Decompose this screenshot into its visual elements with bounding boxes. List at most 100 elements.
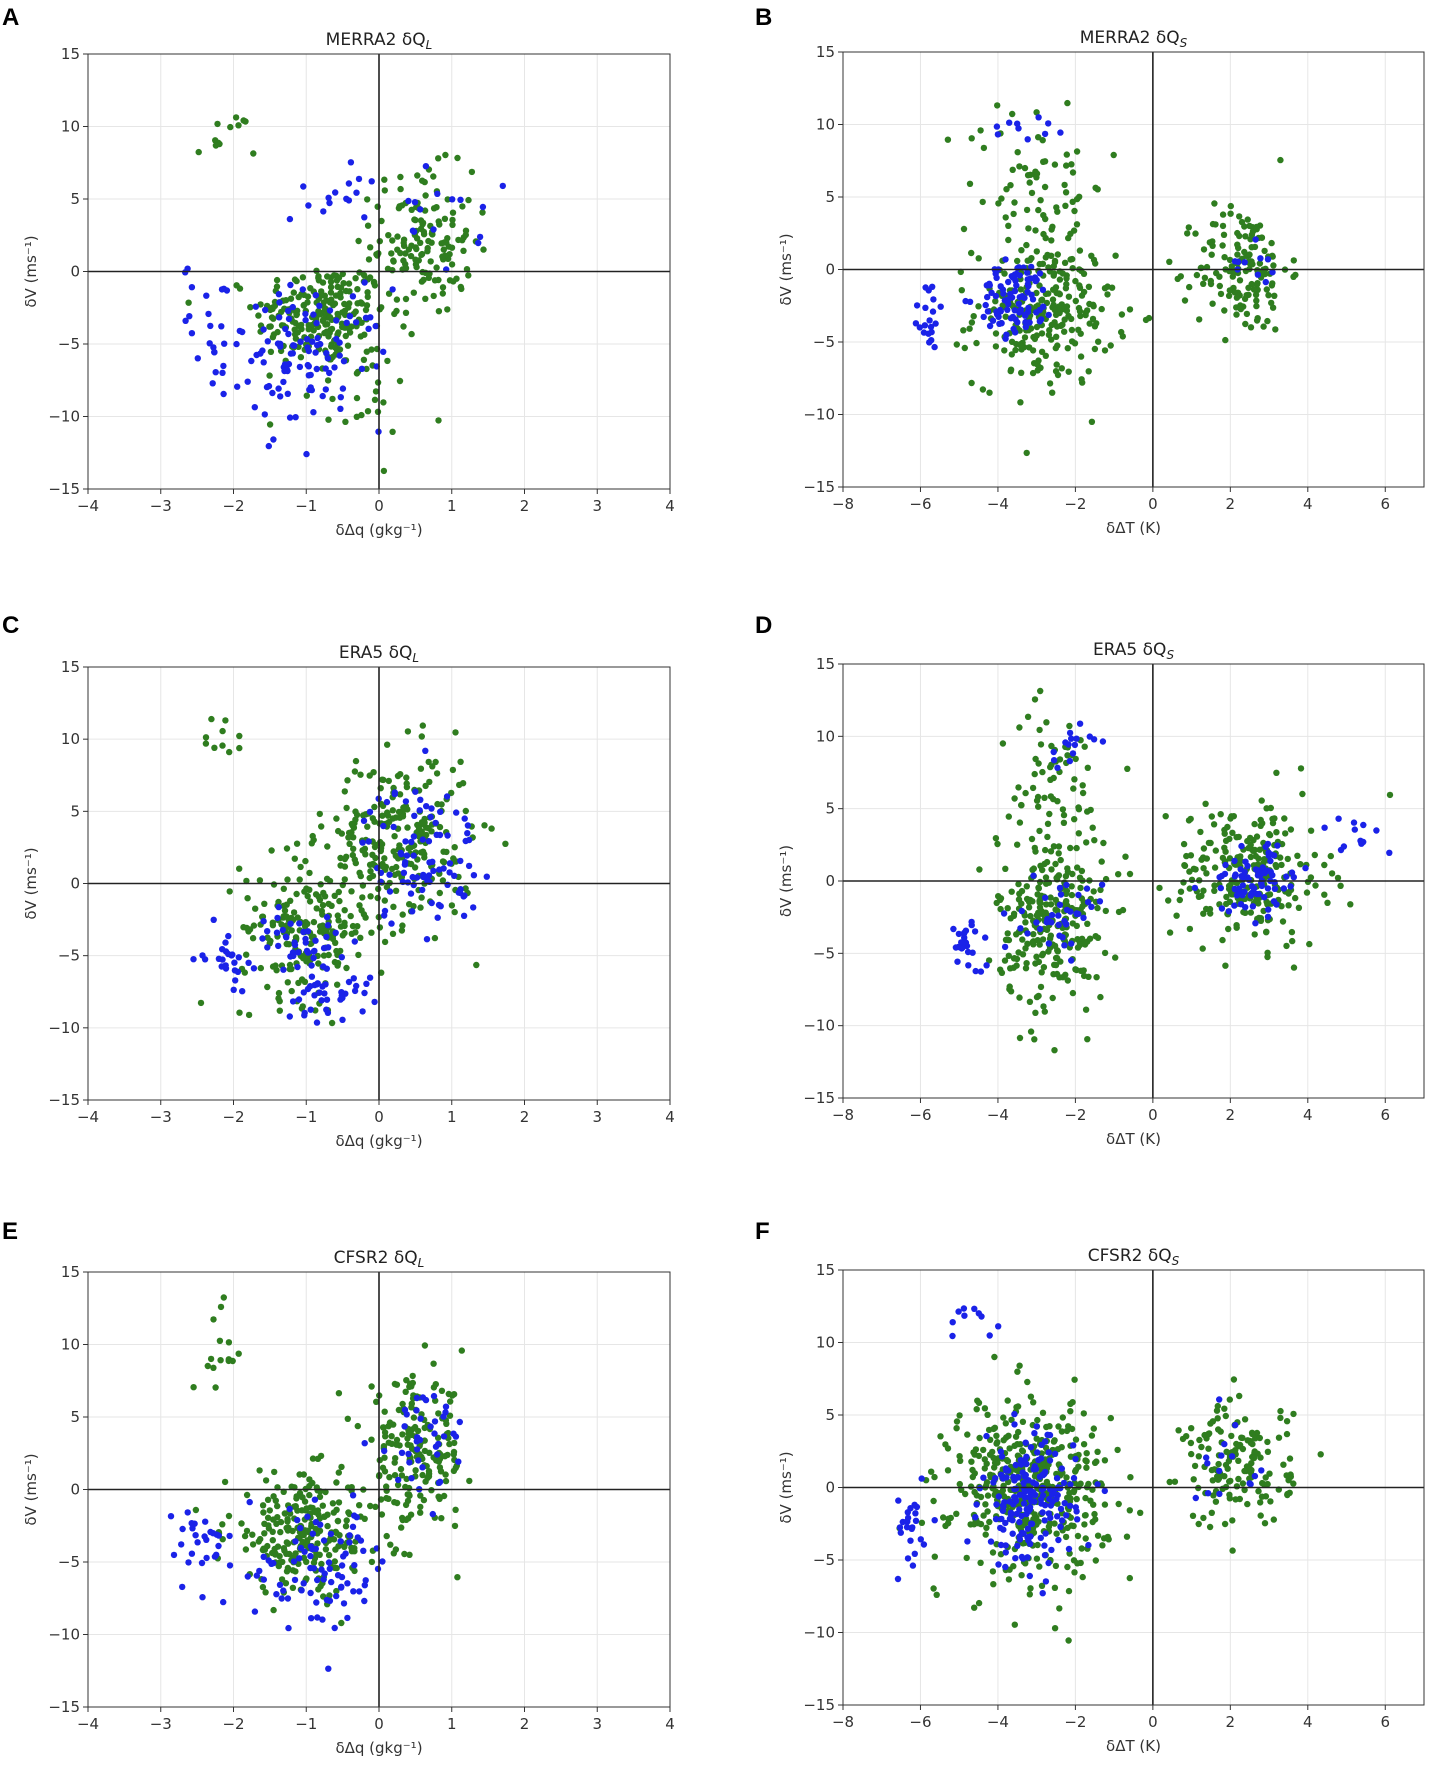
data-point-blue bbox=[1271, 885, 1279, 892]
data-point-green bbox=[289, 1584, 297, 1592]
data-point-green bbox=[1082, 1535, 1089, 1542]
data-point-green bbox=[393, 296, 401, 303]
data-point-green bbox=[1044, 820, 1052, 827]
data-point-green bbox=[473, 961, 480, 969]
data-point-green bbox=[1225, 292, 1233, 299]
data-point-blue bbox=[1004, 306, 1011, 313]
data-point-green bbox=[1284, 1491, 1291, 1499]
x-tick-label: 0 bbox=[374, 497, 384, 515]
data-point-blue bbox=[278, 1595, 285, 1602]
data-point-green bbox=[1205, 1445, 1212, 1452]
data-point-green bbox=[257, 301, 264, 308]
y-tick-label: 15 bbox=[816, 655, 835, 673]
data-point-green bbox=[393, 1436, 401, 1444]
data-point-green bbox=[1208, 1509, 1216, 1517]
data-point-green bbox=[1271, 292, 1278, 299]
data-point-green bbox=[1289, 937, 1296, 945]
data-point-green bbox=[343, 964, 350, 972]
data-point-green bbox=[1085, 368, 1092, 375]
data-point-green bbox=[324, 377, 332, 384]
data-point-blue bbox=[986, 322, 994, 330]
data-point-green bbox=[354, 300, 361, 307]
data-point-green bbox=[985, 957, 993, 964]
data-point-green bbox=[1100, 839, 1107, 847]
data-point-blue bbox=[319, 1616, 326, 1623]
data-point-blue bbox=[179, 1525, 186, 1533]
data-point-green bbox=[1003, 1456, 1011, 1464]
data-point-green bbox=[270, 881, 278, 888]
data-point-blue bbox=[1006, 119, 1013, 126]
data-point-blue bbox=[407, 890, 415, 897]
data-point-green bbox=[1118, 311, 1126, 318]
data-point-green bbox=[318, 907, 325, 915]
data-point-green bbox=[381, 855, 388, 862]
data-point-green bbox=[1039, 768, 1046, 776]
data-point-green bbox=[430, 1360, 437, 1367]
data-point-green bbox=[1045, 948, 1052, 955]
data-point-blue bbox=[1231, 902, 1238, 909]
data-point-green bbox=[348, 888, 355, 895]
data-point-green bbox=[240, 117, 247, 124]
data-point-green bbox=[1233, 1483, 1241, 1490]
data-point-blue bbox=[325, 1559, 333, 1566]
data-point-green bbox=[397, 173, 404, 181]
data-point-green bbox=[341, 855, 349, 863]
data-point-green bbox=[1064, 1563, 1071, 1571]
data-point-green bbox=[368, 1558, 376, 1566]
data-point-green bbox=[411, 216, 418, 223]
data-point-blue bbox=[372, 322, 379, 330]
data-point-green bbox=[245, 1011, 253, 1019]
data-point-green bbox=[981, 1465, 988, 1472]
data-point-green bbox=[1059, 1414, 1067, 1421]
data-point-green bbox=[451, 1522, 459, 1530]
data-point-green bbox=[284, 1518, 291, 1525]
data-point-green bbox=[1264, 1438, 1271, 1446]
data-point-blue bbox=[430, 226, 437, 233]
data-point-blue bbox=[431, 1430, 438, 1437]
data-point-green bbox=[1062, 285, 1070, 292]
data-point-green bbox=[1327, 852, 1335, 860]
data-point-green bbox=[1084, 1036, 1091, 1043]
data-point-blue bbox=[1042, 1578, 1050, 1585]
data-point-green bbox=[1038, 330, 1046, 337]
data-point-green bbox=[1027, 1028, 1035, 1035]
data-point-green bbox=[1233, 294, 1241, 301]
data-point-blue bbox=[962, 939, 970, 946]
data-point-blue bbox=[284, 390, 291, 397]
data-point-blue bbox=[971, 928, 979, 935]
data-point-blue bbox=[230, 986, 237, 993]
data-point-blue bbox=[365, 838, 372, 845]
data-point-blue bbox=[346, 313, 354, 320]
data-point-blue bbox=[313, 1019, 321, 1026]
data-point-green bbox=[1052, 1562, 1060, 1570]
data-point-green bbox=[337, 923, 345, 930]
data-point-blue bbox=[993, 1501, 1000, 1508]
data-point-blue bbox=[993, 308, 1000, 315]
data-point-green bbox=[290, 909, 298, 916]
data-point-green bbox=[374, 379, 382, 386]
data-point-green bbox=[998, 195, 1005, 202]
data-point-blue bbox=[302, 935, 309, 943]
data-point-green bbox=[1089, 315, 1097, 323]
data-point-green bbox=[1039, 260, 1047, 267]
data-point-green bbox=[382, 1433, 389, 1440]
data-point-blue bbox=[225, 950, 232, 958]
data-point-green bbox=[1107, 342, 1114, 349]
data-point-green bbox=[359, 894, 366, 901]
data-point-blue bbox=[1099, 738, 1107, 745]
data-point-green bbox=[435, 308, 443, 315]
data-point-green bbox=[457, 283, 464, 291]
data-point-green bbox=[1078, 292, 1086, 299]
data-point-blue bbox=[1386, 849, 1393, 856]
data-point-blue bbox=[296, 1555, 303, 1562]
data-point-green bbox=[1091, 1510, 1098, 1518]
data-point-green bbox=[419, 177, 426, 184]
data-point-green bbox=[381, 176, 388, 183]
data-point-blue bbox=[273, 929, 281, 936]
data-point-green bbox=[324, 321, 331, 328]
data-point-blue bbox=[1085, 1541, 1092, 1549]
data-point-green bbox=[372, 1503, 379, 1511]
data-point-blue bbox=[209, 1530, 217, 1537]
data-point-green bbox=[971, 1604, 978, 1611]
data-point-green bbox=[1286, 1455, 1294, 1462]
